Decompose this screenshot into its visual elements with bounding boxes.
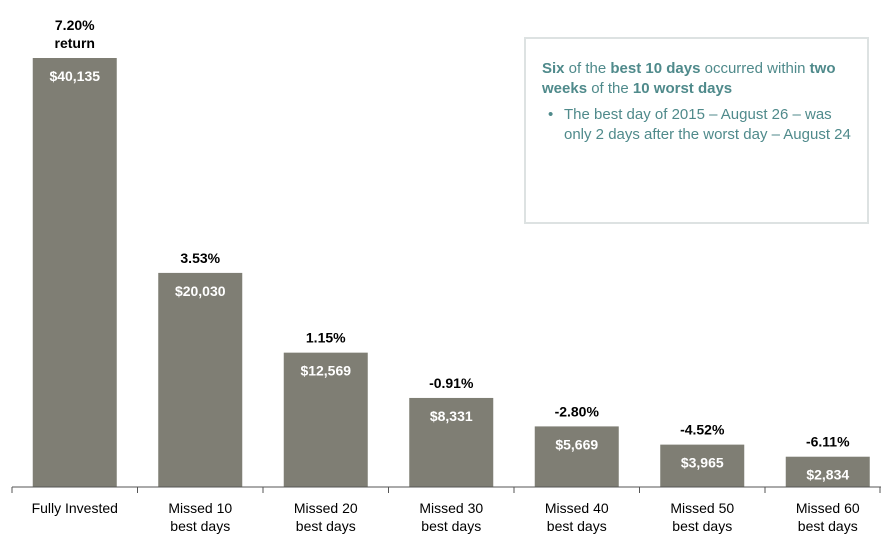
bullet-dot: • — [548, 106, 554, 123]
x-tick-label: Fully Invested — [32, 500, 118, 516]
bar — [283, 352, 368, 487]
value-label: $8,331 — [430, 408, 473, 424]
heading-part: best 10 days — [610, 60, 701, 77]
return-label: return — [55, 35, 95, 51]
x-tick-label: best days — [296, 518, 356, 534]
value-label: $40,135 — [49, 68, 100, 84]
heading-part: Six — [542, 60, 565, 77]
x-tick-label: best days — [421, 518, 481, 534]
x-tick-label: Missed 30 — [419, 500, 483, 516]
heading-part: two weeks — [542, 60, 836, 97]
x-tick-label: best days — [170, 518, 230, 534]
callout-bullet: • The best day of 2015 – August 26 – was … — [542, 105, 853, 145]
heading-part: of the — [587, 80, 633, 97]
bar — [409, 397, 494, 487]
value-label: $2,834 — [806, 467, 849, 483]
return-label: -0.91% — [429, 375, 474, 391]
return-label: 1.15% — [306, 330, 346, 346]
bar — [158, 272, 243, 487]
return-label: -2.80% — [555, 403, 600, 419]
value-label: $5,669 — [555, 436, 598, 452]
return-label: -4.52% — [680, 422, 725, 438]
x-tick-label: best days — [547, 518, 607, 534]
bar — [534, 426, 619, 487]
bar — [660, 444, 745, 487]
bar — [32, 58, 117, 488]
bar — [785, 456, 870, 487]
return-label: 7.20% — [55, 17, 95, 33]
x-tick-label: best days — [672, 518, 732, 534]
x-tick-label: Missed 20 — [294, 500, 358, 516]
x-tick-label: Missed 40 — [545, 500, 609, 516]
x-tick-label: Missed 60 — [796, 500, 860, 516]
value-label: $12,569 — [300, 363, 351, 379]
heading-part: occurred within — [700, 60, 810, 77]
value-label: $20,030 — [175, 283, 226, 299]
return-label: 3.53% — [180, 250, 220, 266]
return-label: -6.11% — [806, 434, 850, 450]
bullet-text: The best day of 2015 – August 26 – was o… — [564, 106, 851, 143]
x-tick-label: Missed 10 — [168, 500, 232, 516]
callout: Six of the best 10 days occurred within … — [524, 37, 869, 224]
heading-part: 10 worst days — [632, 80, 733, 97]
x-tick-label: Missed 50 — [670, 500, 734, 516]
heading-part: of the — [564, 60, 611, 77]
value-label: $3,965 — [681, 455, 724, 471]
x-tick-label: best days — [798, 518, 858, 534]
callout-heading: Six of the best 10 days occurred within … — [542, 59, 853, 99]
